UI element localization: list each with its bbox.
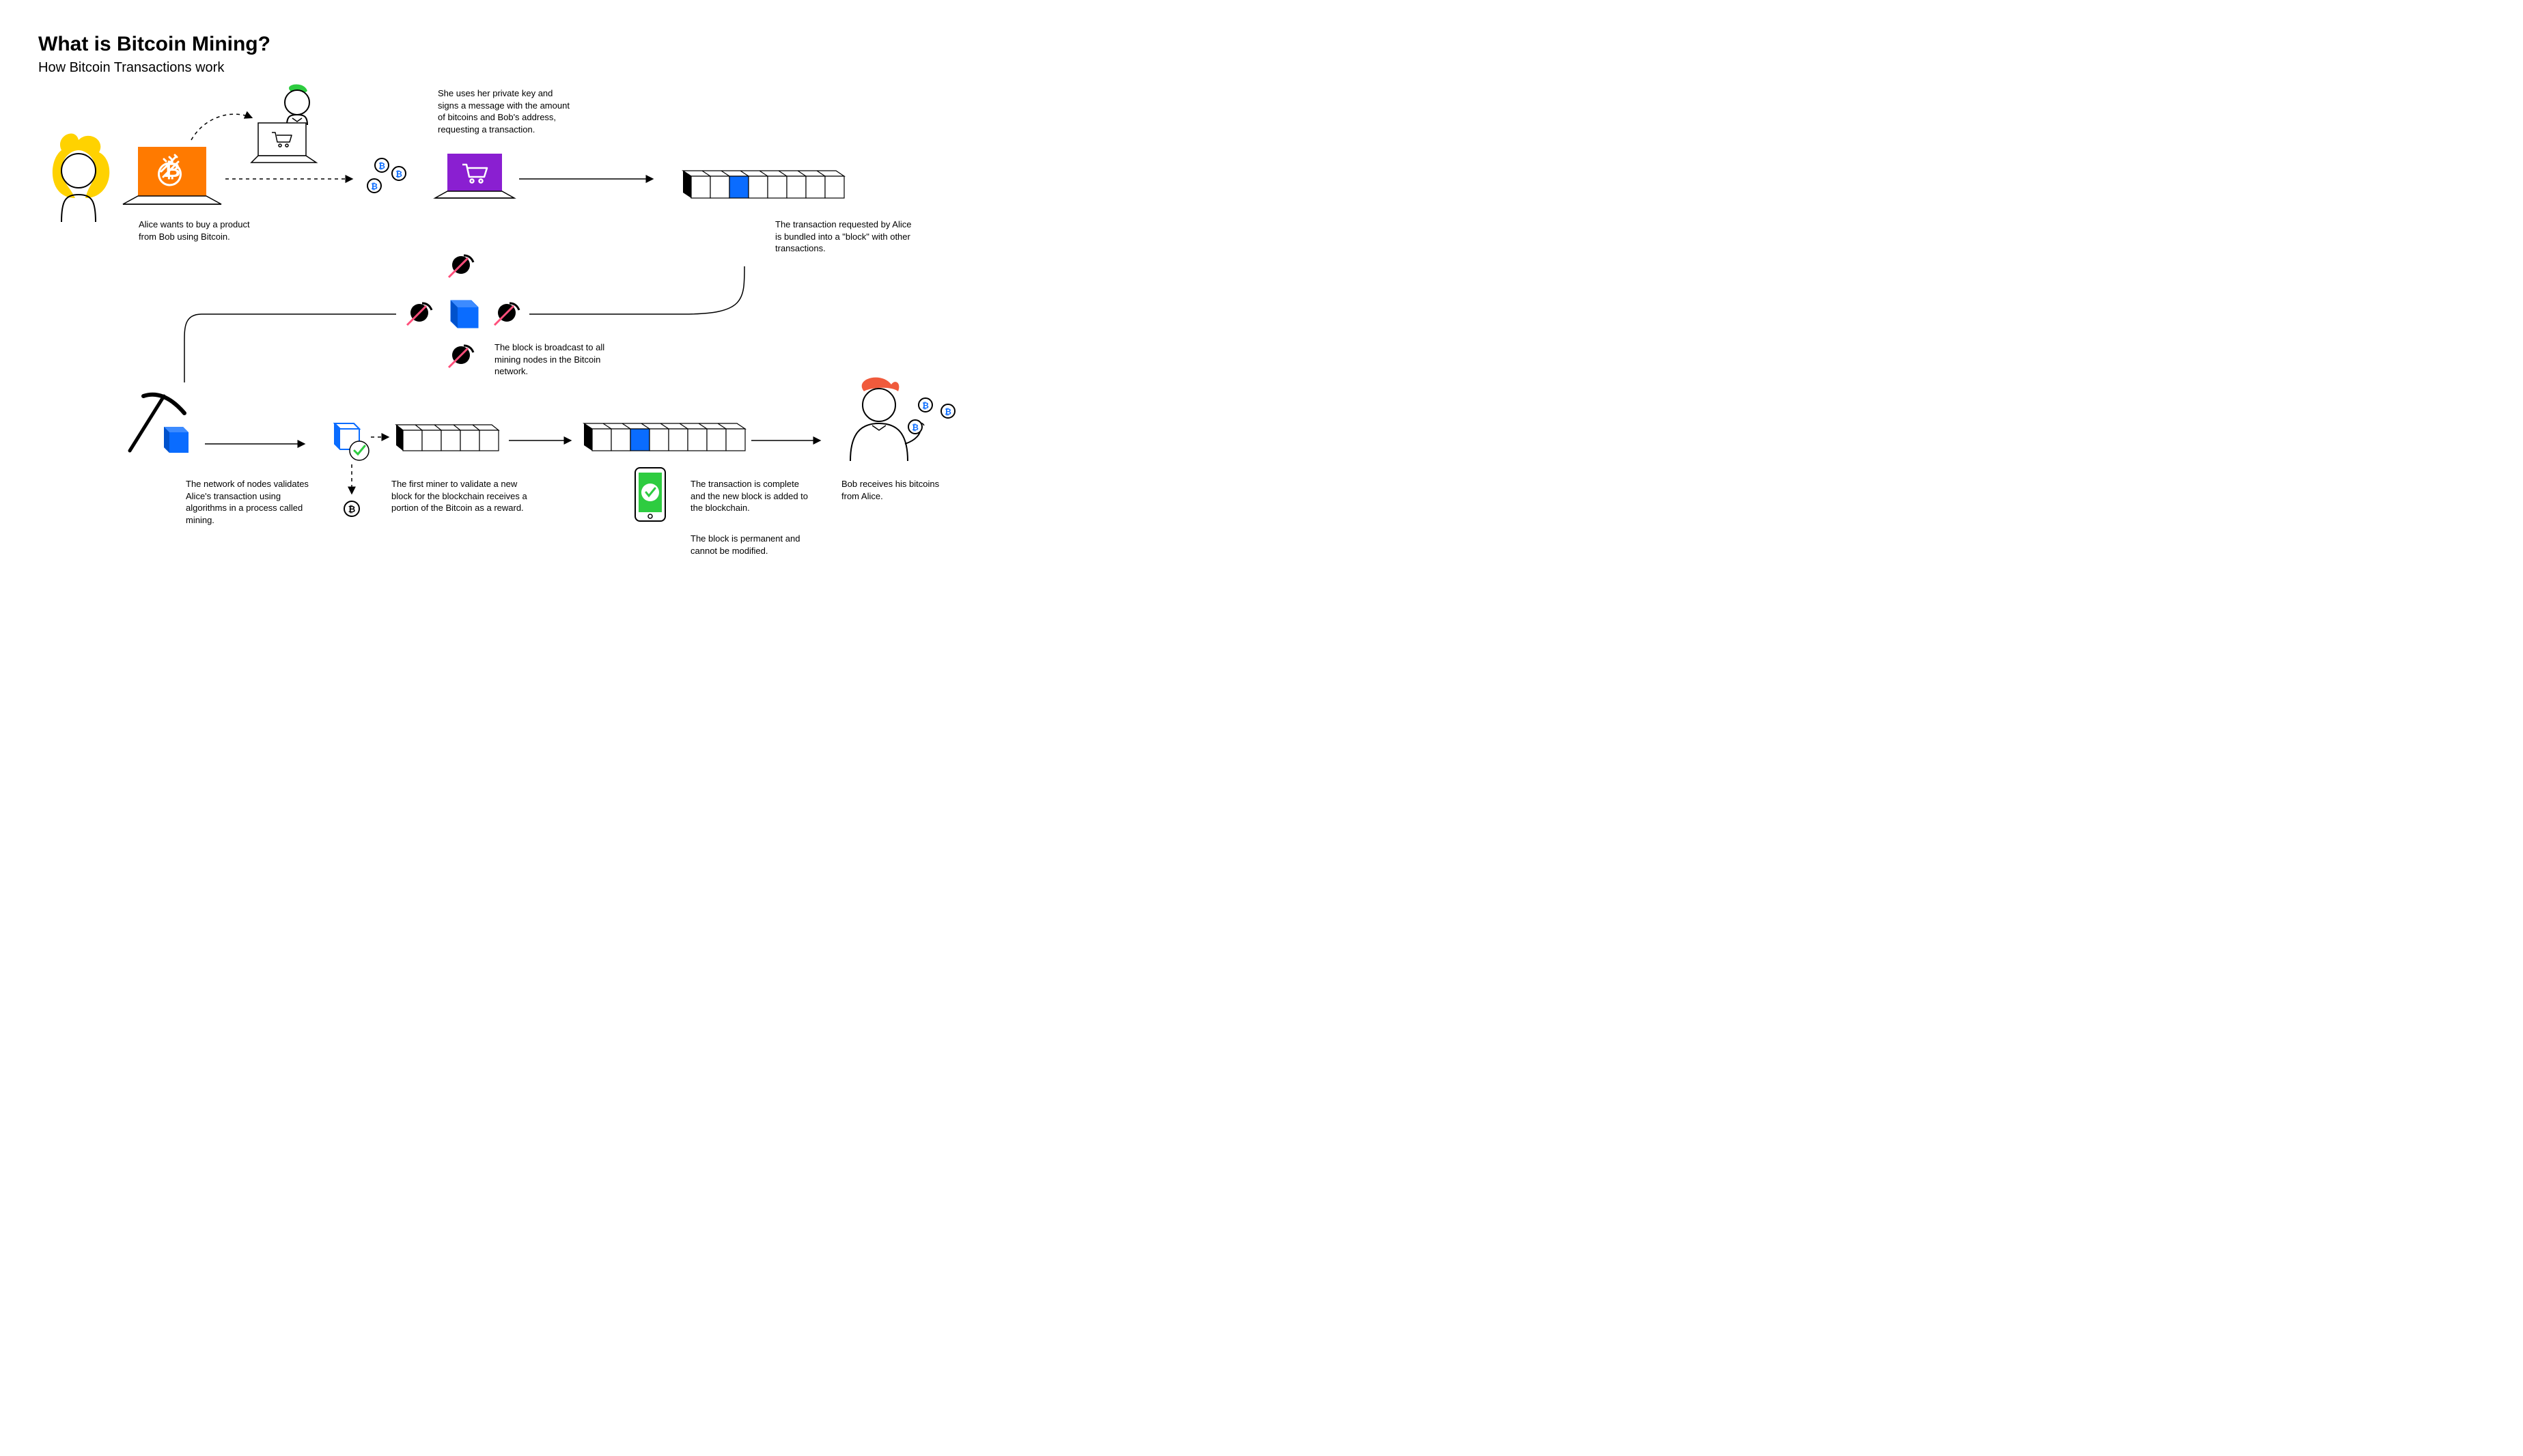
step7a-caption: The transaction is complete and the new … [691,478,810,514]
bob-icon [850,378,924,461]
step7b-caption: The block is permanent and cannot be mod… [691,533,810,557]
bitcoin-coins-icon: ₿ ₿ ₿ [367,158,406,193]
step1-caption: Alice wants to buy a product from Bob us… [139,219,255,242]
bob-coins-icon: ₿ ₿ ₿ [908,398,955,434]
svg-text:₿: ₿ [348,504,356,514]
blockchain-top-icon [683,171,844,198]
svg-text:₿: ₿ [922,401,929,410]
alice-icon [53,134,109,222]
blockchain-final-icon [584,423,745,451]
connector-to-pickaxe [184,314,396,382]
svg-text:₿: ₿ [945,407,951,417]
step5-caption: The network of nodes validates Alice's t… [186,478,316,526]
pickaxe-icon [130,395,184,451]
shop-laptop-icon [251,123,316,163]
svg-text:₿: ₿ [378,161,385,171]
svg-text:₿: ₿ [395,169,402,179]
mining-cube-icon [164,427,189,453]
svg-text:₿: ₿ [912,423,919,432]
svg-text:₿: ₿ [164,159,180,182]
alice-laptop-icon: ₿ [123,147,221,204]
blockchain-small-icon [396,425,499,451]
purple-laptop-icon [435,154,514,198]
phone-check-icon [635,468,665,521]
connector-to-mining [529,266,744,314]
validated-cube-icon [335,423,369,460]
reward-coin-icon: ₿ [344,501,359,516]
dashed-arrow-to-shop [191,114,251,140]
step4-caption: The block is broadcast to all mining nod… [494,341,611,378]
page-subtitle: How Bitcoin Transactions work [38,60,224,76]
step3-caption: The transaction requested by Alice is bu… [775,219,912,255]
svg-text:₿: ₿ [371,182,378,191]
step2-caption: She uses her private key and signs a mes… [438,87,571,135]
page-title: What is Bitcoin Mining? [38,33,270,56]
shopkeeper-icon [285,85,309,125]
step6-caption: The first miner to validate a new block … [391,478,528,514]
step8-caption: Bob receives his bitcoins from Alice. [841,478,951,502]
